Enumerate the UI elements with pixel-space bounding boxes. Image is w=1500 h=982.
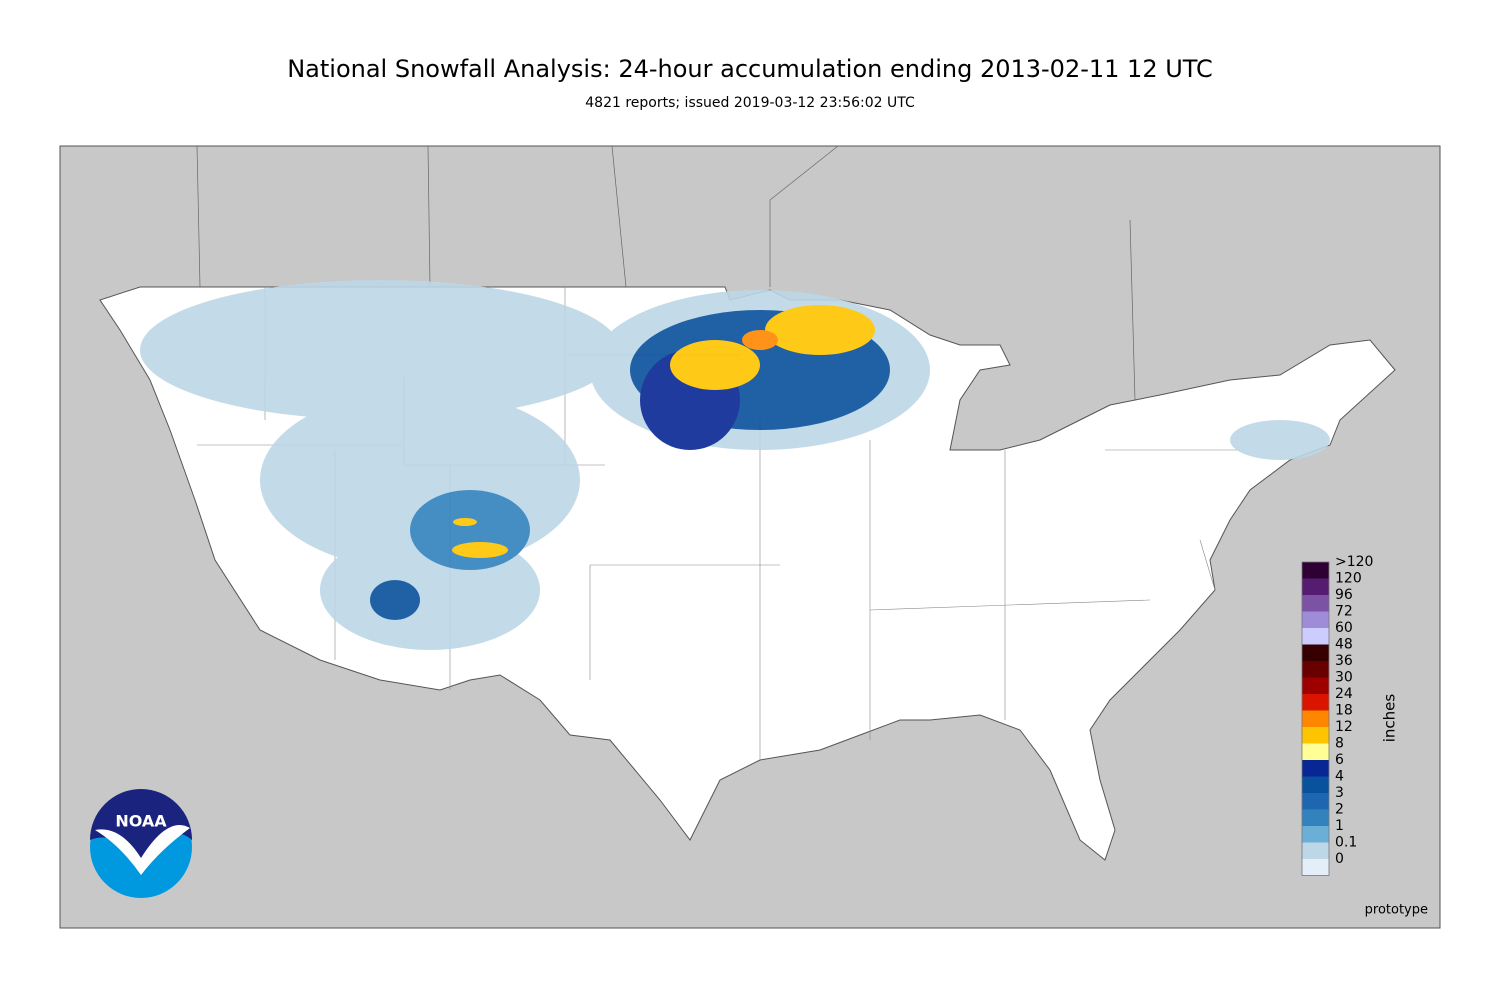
legend-label: >120 <box>1335 554 1373 570</box>
legend-label: 3 <box>1335 785 1344 801</box>
map <box>59 145 1441 929</box>
legend-label: 0 <box>1335 851 1344 867</box>
legend-swatch <box>1302 694 1329 711</box>
legend-label: 4 <box>1335 769 1344 785</box>
legend-swatch <box>1302 562 1329 579</box>
legend-swatch <box>1302 793 1329 810</box>
legend-label: 2 <box>1335 802 1344 818</box>
legend-label: 96 <box>1335 587 1353 603</box>
logo-gull <box>95 824 190 875</box>
legend-label: 60 <box>1335 620 1353 636</box>
legend-label: 24 <box>1335 686 1353 702</box>
noaa-logo: NOAA <box>90 789 192 898</box>
legend-swatch <box>1302 760 1329 777</box>
legend-swatch <box>1302 661 1329 678</box>
logo-top <box>90 789 192 860</box>
legend-swatch <box>1302 859 1329 876</box>
legend-swatch <box>1302 776 1329 793</box>
boundaries <box>196 145 1136 401</box>
legend-label: 120 <box>1335 571 1362 587</box>
legend-label: 6 <box>1335 752 1344 768</box>
legend-swatch <box>1302 595 1329 612</box>
legend-unit: inches <box>1381 694 1399 743</box>
legend-label: 8 <box>1335 736 1344 752</box>
legend-label: 18 <box>1335 703 1353 719</box>
legend-swatch <box>1302 710 1329 727</box>
legend-swatch <box>1302 578 1329 595</box>
legend-swatch <box>1302 809 1329 826</box>
legend-label: 1 <box>1335 818 1344 834</box>
legend-swatch <box>1302 628 1329 645</box>
title: National Snowfall Analysis: 24-hour accu… <box>287 55 1213 83</box>
legend-swatch <box>1302 677 1329 694</box>
legend-border <box>1301 561 1330 876</box>
legend-label: 12 <box>1335 719 1353 735</box>
logo-text: NOAA <box>115 812 167 831</box>
legend-swatch <box>1302 743 1329 760</box>
legend-label: 30 <box>1335 670 1353 686</box>
footer-note: prototype <box>1365 903 1428 918</box>
legend-label: 36 <box>1335 653 1353 669</box>
legend-swatch <box>1302 611 1329 628</box>
legend-swatch <box>1302 644 1329 661</box>
legend-label: 48 <box>1335 637 1353 653</box>
legend-swatch <box>1302 727 1329 744</box>
legend-swatch <box>1302 826 1329 843</box>
snow-areas <box>140 280 1330 650</box>
legend-label: 0.1 <box>1335 835 1357 851</box>
legend-swatch <box>1302 842 1329 859</box>
subtitle: 4821 reports; issued 2019-03-12 23:56:02… <box>585 95 915 111</box>
legend-label: 72 <box>1335 604 1353 620</box>
